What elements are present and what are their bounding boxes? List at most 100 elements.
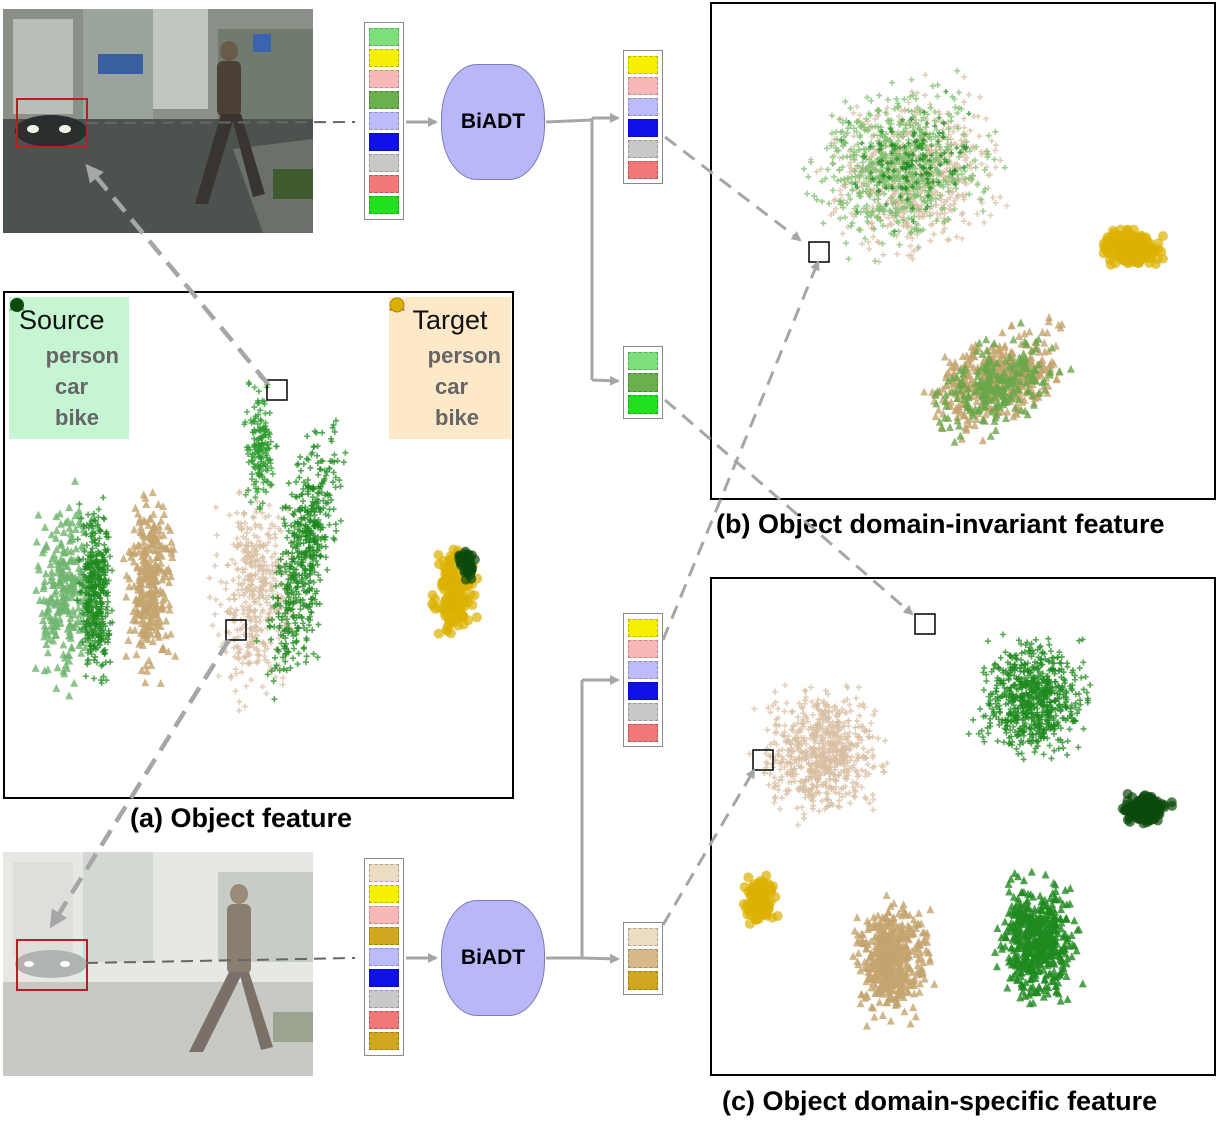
- scatter-mark: [851, 205, 858, 212]
- scatter-mark: [868, 220, 875, 227]
- scatter-mark: [945, 423, 954, 432]
- scatter-mark: [240, 610, 247, 617]
- scatter-mark: [314, 460, 321, 467]
- scatter-mark: [945, 125, 952, 132]
- scatter-mark: [269, 567, 276, 574]
- scatter-mark: [243, 535, 250, 542]
- scatter-mark: [281, 563, 288, 570]
- scatter-mark: [944, 181, 951, 188]
- scatter-mark: [148, 488, 157, 497]
- scatter-mark: [987, 407, 996, 416]
- circle-icon: [10, 298, 47, 429]
- scatter-mark: [951, 358, 960, 367]
- scatter-mark: [930, 179, 936, 185]
- scatter-mark: [59, 528, 68, 537]
- scatter-mark: [895, 104, 902, 111]
- scatter-mark: [856, 112, 863, 119]
- scatter-mark: [862, 146, 869, 153]
- scatter-mark: [290, 555, 297, 562]
- scatter-mark: [264, 441, 271, 448]
- scatter-mark: [880, 251, 887, 258]
- scatter-mark: [846, 120, 852, 126]
- scatter-mark: [937, 162, 943, 168]
- scatter-mark: [301, 507, 308, 514]
- scatter-mark: [1017, 339, 1026, 348]
- scatter-mark: [90, 573, 97, 580]
- scatter-mark: [941, 397, 950, 406]
- scatter-mark: [1009, 335, 1018, 344]
- scatter-mark: [469, 590, 480, 601]
- scatter-mark: [841, 133, 848, 140]
- scatter-mark: [888, 230, 895, 237]
- scatter-mark: [992, 147, 999, 154]
- scatter-mark: [104, 598, 111, 605]
- scatter-mark: [171, 651, 180, 660]
- scatter-mark: [875, 735, 882, 742]
- scatter-mark: [445, 561, 456, 572]
- scatter-mark: [771, 799, 778, 806]
- scatter-mark: [915, 125, 922, 132]
- scatter-mark: [893, 173, 900, 180]
- scatter-mark: [332, 474, 339, 481]
- scatter-mark: [108, 607, 115, 614]
- scatter-mark: [262, 410, 269, 417]
- circle-icon: [389, 297, 427, 429]
- scatter-mark: [31, 663, 40, 672]
- scatter-mark: [63, 591, 72, 600]
- scatter-mark: [284, 591, 291, 598]
- scatter-mark: [889, 184, 895, 190]
- scatter-mark: [158, 575, 167, 584]
- scatter-mark: [800, 165, 807, 172]
- scatter-mark: [165, 600, 174, 609]
- scatter-mark: [839, 119, 846, 126]
- scatter-mark: [236, 698, 243, 705]
- scatter-mark: [293, 478, 300, 485]
- scatter-mark: [52, 545, 61, 554]
- scatter-mark: [866, 246, 873, 253]
- scatter-mark: [139, 537, 148, 546]
- scatter-mark: [1110, 230, 1121, 241]
- scatter-mark: [883, 760, 890, 767]
- scatter-mark: [68, 593, 77, 602]
- scatter-mark: [255, 388, 262, 395]
- scatter-mark: [314, 496, 321, 503]
- scatter-mark: [255, 462, 262, 469]
- scatter-mark: [903, 204, 910, 211]
- scatter-mark: [992, 382, 1001, 391]
- scatter-mark: [783, 791, 790, 798]
- scatter-mark: [52, 586, 61, 595]
- scatter-mark: [905, 99, 912, 106]
- scatter-mark: [284, 606, 291, 613]
- scatter-mark: [322, 472, 329, 479]
- scatter-mark: [235, 656, 242, 663]
- scatter-mark: [67, 583, 76, 592]
- scatter-mark: [807, 159, 814, 166]
- scatter-mark: [855, 723, 862, 730]
- scatter-mark: [65, 503, 74, 512]
- scatter-mark: [909, 205, 915, 211]
- scatter-mark: [252, 585, 259, 592]
- scatter-mark: [233, 626, 240, 633]
- scatter-mark: [130, 581, 139, 590]
- scatter-mark: [223, 649, 230, 656]
- scatter-mark: [855, 141, 862, 148]
- scatter-mark: [316, 506, 323, 513]
- scatter-mark: [1040, 376, 1049, 385]
- scatter-mark: [129, 607, 138, 616]
- scatter-plot-a: [31, 374, 483, 714]
- scatter-mark: [838, 706, 845, 713]
- scatter-mark: [862, 235, 869, 242]
- scatter-mark: [989, 367, 998, 376]
- scatter-mark: [245, 572, 252, 579]
- scatter-mark: [936, 179, 942, 185]
- scatter-mark: [868, 170, 874, 176]
- scatter-mark: [837, 176, 844, 183]
- scatter-mark: [942, 401, 951, 410]
- scatter-mark: [867, 187, 874, 194]
- scatter-mark: [75, 610, 84, 619]
- scatter-mark: [961, 124, 968, 131]
- scatter-mark: [124, 635, 133, 644]
- scatter-mark: [285, 527, 292, 534]
- scatter-mark: [981, 362, 990, 371]
- scatter-mark: [269, 561, 276, 568]
